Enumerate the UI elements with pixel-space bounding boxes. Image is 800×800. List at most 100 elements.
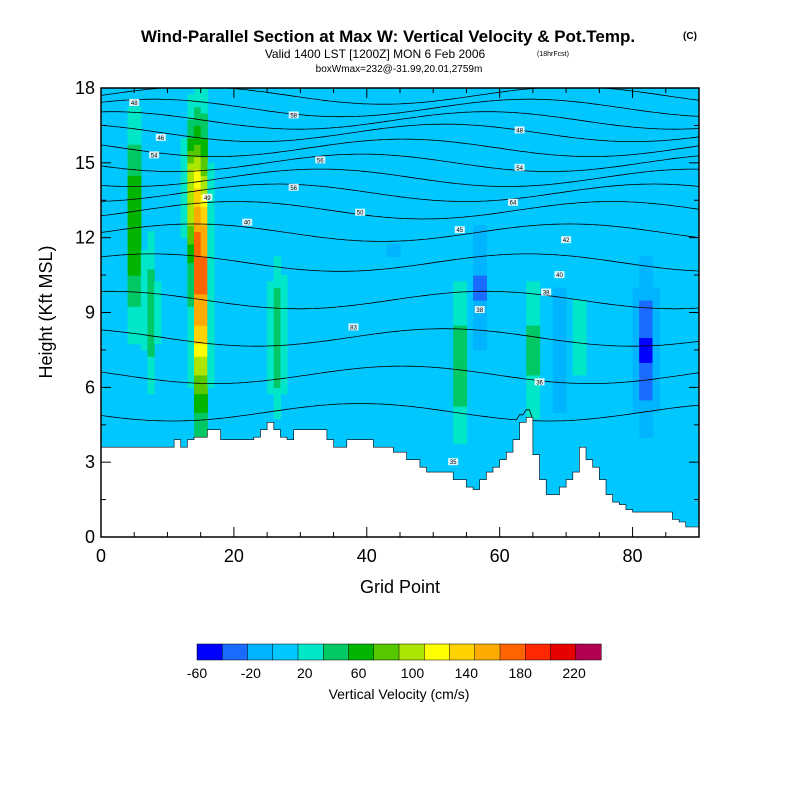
velocity-cell — [639, 387, 647, 395]
velocity-cell — [645, 356, 654, 363]
velocity-cell — [134, 150, 142, 158]
velocity-cell — [200, 293, 208, 301]
colorbar-swatch — [297, 643, 324, 661]
velocity-cell — [187, 94, 195, 102]
velocity-cell — [134, 231, 142, 239]
velocity-cell — [552, 337, 561, 345]
velocity-cell — [140, 337, 149, 345]
velocity-cell — [147, 268, 155, 276]
velocity-cell — [187, 331, 195, 339]
velocity-cell — [180, 137, 188, 145]
velocity-cell — [200, 287, 208, 295]
velocity-cell — [127, 281, 135, 289]
velocity-cell — [187, 225, 195, 233]
velocity-cell — [200, 125, 208, 133]
colorbar-swatch — [222, 643, 249, 661]
velocity-cell — [559, 331, 567, 339]
velocity-cell — [200, 243, 208, 251]
velocity-cell — [134, 181, 142, 189]
velocity-cell — [200, 324, 208, 332]
velocity-cell — [207, 212, 215, 220]
velocity-cell — [200, 393, 208, 401]
velocity-cell — [154, 312, 162, 320]
chart-title: Wind-Parallel Section at Max W: Vertical… — [141, 27, 635, 46]
velocity-cell — [645, 374, 654, 382]
velocity-cell — [280, 293, 288, 301]
velocity-cell — [147, 343, 155, 351]
velocity-cell — [459, 430, 468, 438]
velocity-cell — [526, 287, 534, 295]
velocity-cell — [200, 337, 208, 345]
velocity-cell — [134, 212, 142, 220]
velocity-cell — [127, 194, 135, 201]
theta-contour-line — [101, 290, 699, 310]
velocity-cell — [552, 318, 561, 326]
velocity-cell — [273, 275, 281, 282]
velocity-cell — [579, 306, 587, 314]
contour-label: 64 — [507, 198, 518, 207]
velocity-cell — [639, 306, 647, 314]
velocity-cell — [526, 318, 534, 326]
velocity-cell — [200, 237, 208, 245]
velocity-cell — [453, 406, 461, 413]
velocity-cell — [652, 343, 660, 351]
velocity-cell — [532, 312, 541, 320]
velocity-cell — [200, 356, 208, 363]
svg-text:45: 45 — [456, 228, 463, 234]
velocity-cell — [453, 430, 461, 438]
velocity-cell — [207, 374, 215, 382]
contour-label: 56 — [315, 156, 326, 164]
velocity-cell — [645, 418, 654, 426]
velocity-cell — [134, 125, 142, 133]
velocity-cell — [552, 374, 561, 382]
velocity-cell — [526, 281, 534, 289]
velocity-cell — [134, 337, 142, 345]
velocity-cell — [559, 318, 567, 326]
velocity-cell — [180, 206, 188, 214]
velocity-cell — [200, 169, 208, 176]
theta-contour-line — [101, 328, 699, 347]
colorbar-tick-label: 60 — [351, 665, 367, 681]
velocity-cell — [273, 406, 281, 413]
velocity-cell — [140, 300, 149, 307]
velocity-cell — [579, 337, 587, 345]
velocity-cell — [559, 306, 567, 314]
velocity-cell — [200, 137, 208, 145]
velocity-cell — [532, 293, 541, 301]
colorbar-swatch — [550, 643, 577, 661]
velocity-cell — [147, 275, 155, 282]
velocity-cell — [479, 225, 487, 233]
velocity-cell — [526, 343, 534, 351]
velocity-cell — [559, 406, 567, 413]
velocity-cell — [194, 362, 202, 370]
velocity-cell — [194, 381, 202, 388]
velocity-cell — [140, 324, 149, 332]
velocity-cell — [473, 231, 481, 239]
velocity-cell — [194, 169, 202, 176]
velocity-cell — [645, 268, 654, 276]
velocity-cell — [147, 231, 155, 239]
velocity-cell — [273, 324, 281, 332]
velocity-cell — [579, 312, 587, 320]
velocity-cell — [652, 324, 660, 332]
contour-label: 46 — [155, 133, 166, 142]
velocity-cell — [267, 337, 275, 345]
velocity-cell — [639, 430, 647, 438]
velocity-cell — [200, 94, 208, 102]
velocity-cell — [645, 281, 654, 289]
velocity-cell — [453, 437, 461, 445]
velocity-cell — [645, 293, 654, 301]
velocity-cell — [479, 275, 487, 282]
velocity-cell — [559, 362, 567, 370]
velocity-cell — [180, 150, 188, 158]
velocity-cell — [459, 381, 468, 388]
velocity-cell — [273, 381, 281, 388]
velocity-cell — [652, 331, 660, 339]
velocity-cell — [127, 256, 135, 264]
velocity-cell — [127, 131, 135, 139]
velocity-cell — [134, 312, 142, 320]
velocity-cell — [147, 287, 155, 295]
velocity-cell — [639, 349, 647, 357]
velocity-cell — [532, 368, 541, 376]
velocity-cell — [639, 281, 647, 289]
